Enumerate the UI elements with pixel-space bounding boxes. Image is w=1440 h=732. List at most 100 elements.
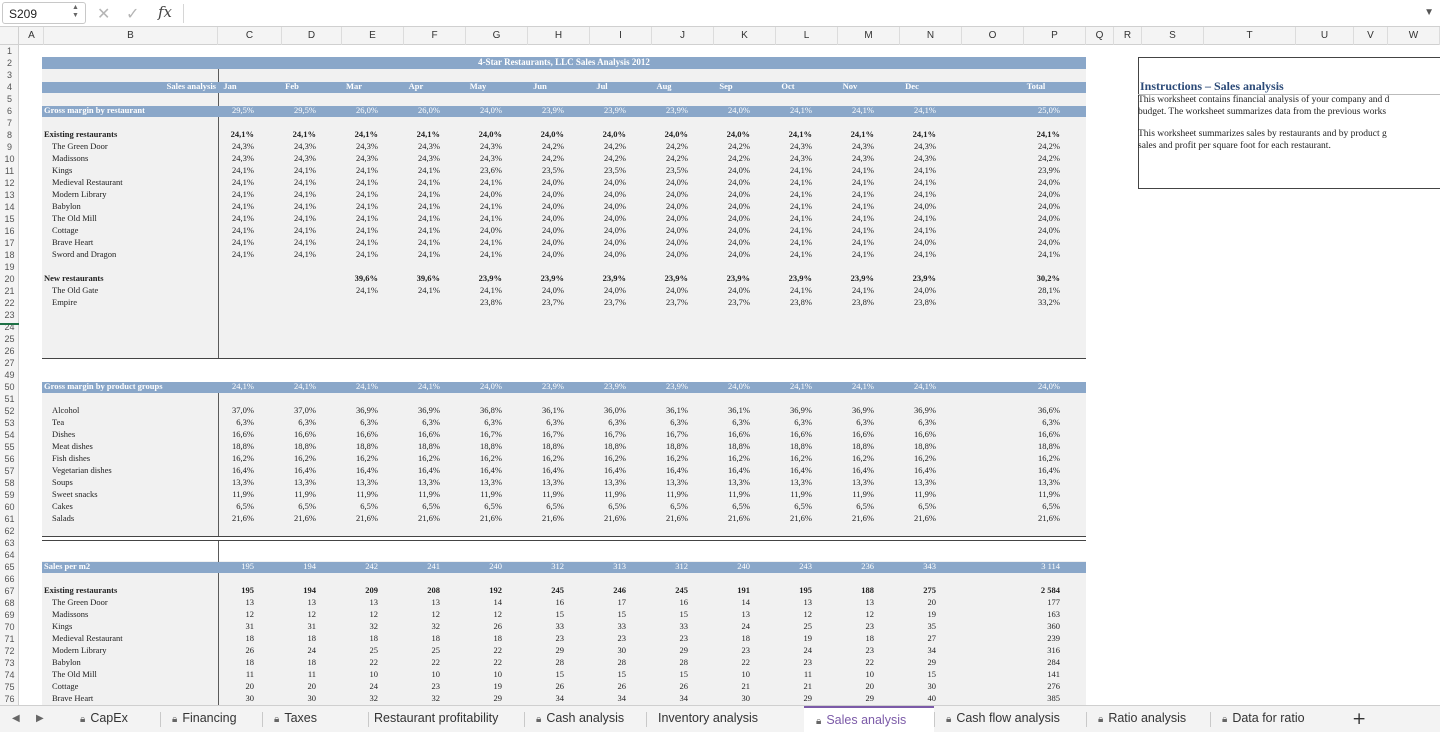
value-cell[interactable]: 6,5% — [546, 501, 564, 511]
value-cell[interactable]: 28,1% — [1038, 285, 1060, 295]
row-header[interactable]: 55 — [4, 442, 15, 452]
value-cell[interactable]: 18,8% — [914, 441, 936, 451]
row-header[interactable]: 4 — [6, 82, 12, 92]
column-header[interactable]: U — [1296, 27, 1354, 45]
value-cell[interactable]: 18,8% — [294, 441, 316, 451]
value-cell[interactable]: 16,6% — [294, 429, 316, 439]
value-cell[interactable]: 25 — [431, 645, 441, 655]
value-cell[interactable]: 16,4% — [790, 465, 812, 475]
value-cell[interactable]: 24,0% — [666, 249, 688, 259]
value-cell[interactable]: 36,0% — [604, 405, 626, 415]
value-cell[interactable]: 24,3% — [294, 141, 316, 151]
value-cell[interactable]: 21,6% — [232, 513, 254, 523]
row-header[interactable]: 62 — [4, 526, 15, 536]
row-header[interactable]: 5 — [6, 94, 12, 104]
section-value[interactable]: 24,0% — [1038, 381, 1060, 391]
value-cell[interactable]: 18 — [369, 633, 379, 643]
value-cell[interactable]: 24,0% — [542, 213, 564, 223]
section-value[interactable]: 26,0% — [356, 105, 378, 115]
value-cell[interactable]: 24,0% — [728, 285, 750, 295]
column-header[interactable]: D — [282, 27, 342, 45]
value-cell[interactable]: 24,0% — [604, 213, 626, 223]
value-cell[interactable]: 22 — [741, 657, 751, 667]
sheet-tab[interactable]: 🔒︎ CapEx — [68, 706, 160, 732]
value-cell[interactable]: 24,1% — [294, 237, 316, 247]
value-cell[interactable]: 24,3% — [914, 141, 936, 151]
value-cell[interactable]: 13,3% — [728, 477, 750, 487]
value-cell[interactable]: 24,1% — [294, 165, 316, 175]
row-header[interactable]: 53 — [4, 418, 15, 428]
value-cell[interactable]: 22 — [865, 657, 875, 667]
value-cell[interactable]: 13,3% — [914, 477, 936, 487]
row-label[interactable]: Medieval Restaurant — [52, 633, 123, 643]
section-value[interactable]: 29,5% — [232, 105, 254, 115]
sheet-tab[interactable]: 🔒︎ Cash analysis — [524, 706, 646, 732]
value-cell[interactable]: 6,5% — [236, 501, 254, 511]
value-cell[interactable]: 24,0% — [542, 189, 564, 199]
value-cell[interactable]: 24,3% — [480, 141, 502, 151]
function-icon[interactable]: fx — [158, 3, 173, 21]
value-cell[interactable]: 23,7% — [728, 297, 750, 307]
value-cell[interactable]: 13,3% — [232, 477, 254, 487]
value-cell[interactable]: 14 — [493, 597, 503, 607]
value-cell[interactable]: 24,0% — [666, 177, 688, 187]
row-header[interactable]: 59 — [4, 490, 15, 500]
value-cell[interactable]: 24,0% — [604, 201, 626, 211]
value-cell[interactable]: 24,1% — [232, 201, 254, 211]
value-cell[interactable]: 23,5% — [542, 165, 564, 175]
value-cell[interactable]: 24,1% — [418, 165, 440, 175]
value-cell[interactable]: 16,2% — [480, 453, 502, 463]
section-value[interactable]: 24,1% — [914, 105, 936, 115]
value-cell[interactable]: 24,0% — [604, 249, 626, 259]
value-cell[interactable]: 24,1% — [480, 213, 502, 223]
row-header[interactable]: 58 — [4, 478, 15, 488]
value-cell[interactable]: 18,8% — [1038, 441, 1060, 451]
value-cell[interactable]: 24,0% — [604, 225, 626, 235]
value-cell[interactable]: 20 — [865, 681, 875, 691]
value-cell[interactable]: 21,6% — [914, 513, 936, 523]
section-value[interactable]: 3 114 — [1041, 561, 1060, 571]
value-cell[interactable]: 24,3% — [852, 141, 874, 151]
value-cell[interactable]: 6,5% — [732, 501, 750, 511]
value-cell[interactable]: 24,1% — [852, 285, 874, 295]
column-header[interactable]: S — [1142, 27, 1204, 45]
row-header[interactable]: 14 — [4, 202, 15, 212]
value-cell[interactable]: 13 — [741, 609, 751, 619]
section-value[interactable]: 24,1% — [418, 381, 440, 391]
value-cell[interactable]: 6,3% — [918, 417, 936, 427]
value-cell[interactable]: 23 — [679, 633, 689, 643]
value-cell[interactable]: 24,1% — [418, 237, 440, 247]
row-header[interactable]: 8 — [6, 130, 12, 140]
month-header[interactable]: Jan — [223, 81, 237, 91]
row-label[interactable]: Salads — [52, 513, 75, 523]
row-header[interactable]: 13 — [4, 190, 15, 200]
value-cell[interactable]: 19 — [493, 681, 503, 691]
value-cell[interactable]: 15 — [679, 609, 689, 619]
value-cell[interactable]: 24,2% — [1038, 141, 1060, 151]
row-label[interactable]: Existing restaurants — [44, 129, 118, 139]
value-cell[interactable]: 24,1% — [852, 225, 874, 235]
row-header[interactable]: 71 — [4, 634, 15, 644]
value-cell[interactable]: 24,1% — [418, 189, 440, 199]
value-cell[interactable]: 16,6% — [418, 429, 440, 439]
value-cell[interactable]: 24,3% — [480, 153, 502, 163]
value-cell[interactable] — [392, 297, 440, 309]
section-value[interactable]: 24,1% — [294, 381, 316, 391]
value-cell[interactable]: 24,1% — [356, 237, 378, 247]
value-cell[interactable]: 29 — [555, 645, 565, 655]
row-header[interactable]: 73 — [4, 658, 15, 668]
row-label[interactable]: Tea — [52, 417, 65, 427]
value-cell[interactable]: 13 — [245, 597, 255, 607]
value-cell[interactable]: 239 — [1047, 633, 1060, 643]
row-label[interactable]: Gross margin by restaurant — [44, 105, 145, 115]
row-header[interactable]: 68 — [4, 598, 15, 608]
value-cell[interactable]: 246 — [613, 585, 626, 595]
row-header[interactable]: 15 — [4, 214, 15, 224]
month-header[interactable]: Total — [1026, 81, 1046, 91]
value-cell[interactable]: 24,0% — [666, 225, 688, 235]
value-cell[interactable]: 12 — [803, 609, 813, 619]
month-header[interactable]: Dec — [905, 81, 919, 91]
value-cell[interactable]: 24,1% — [480, 237, 502, 247]
value-cell[interactable]: 24,1% — [790, 165, 812, 175]
sheet-tab[interactable]: 🔒︎ Financing — [160, 706, 262, 732]
